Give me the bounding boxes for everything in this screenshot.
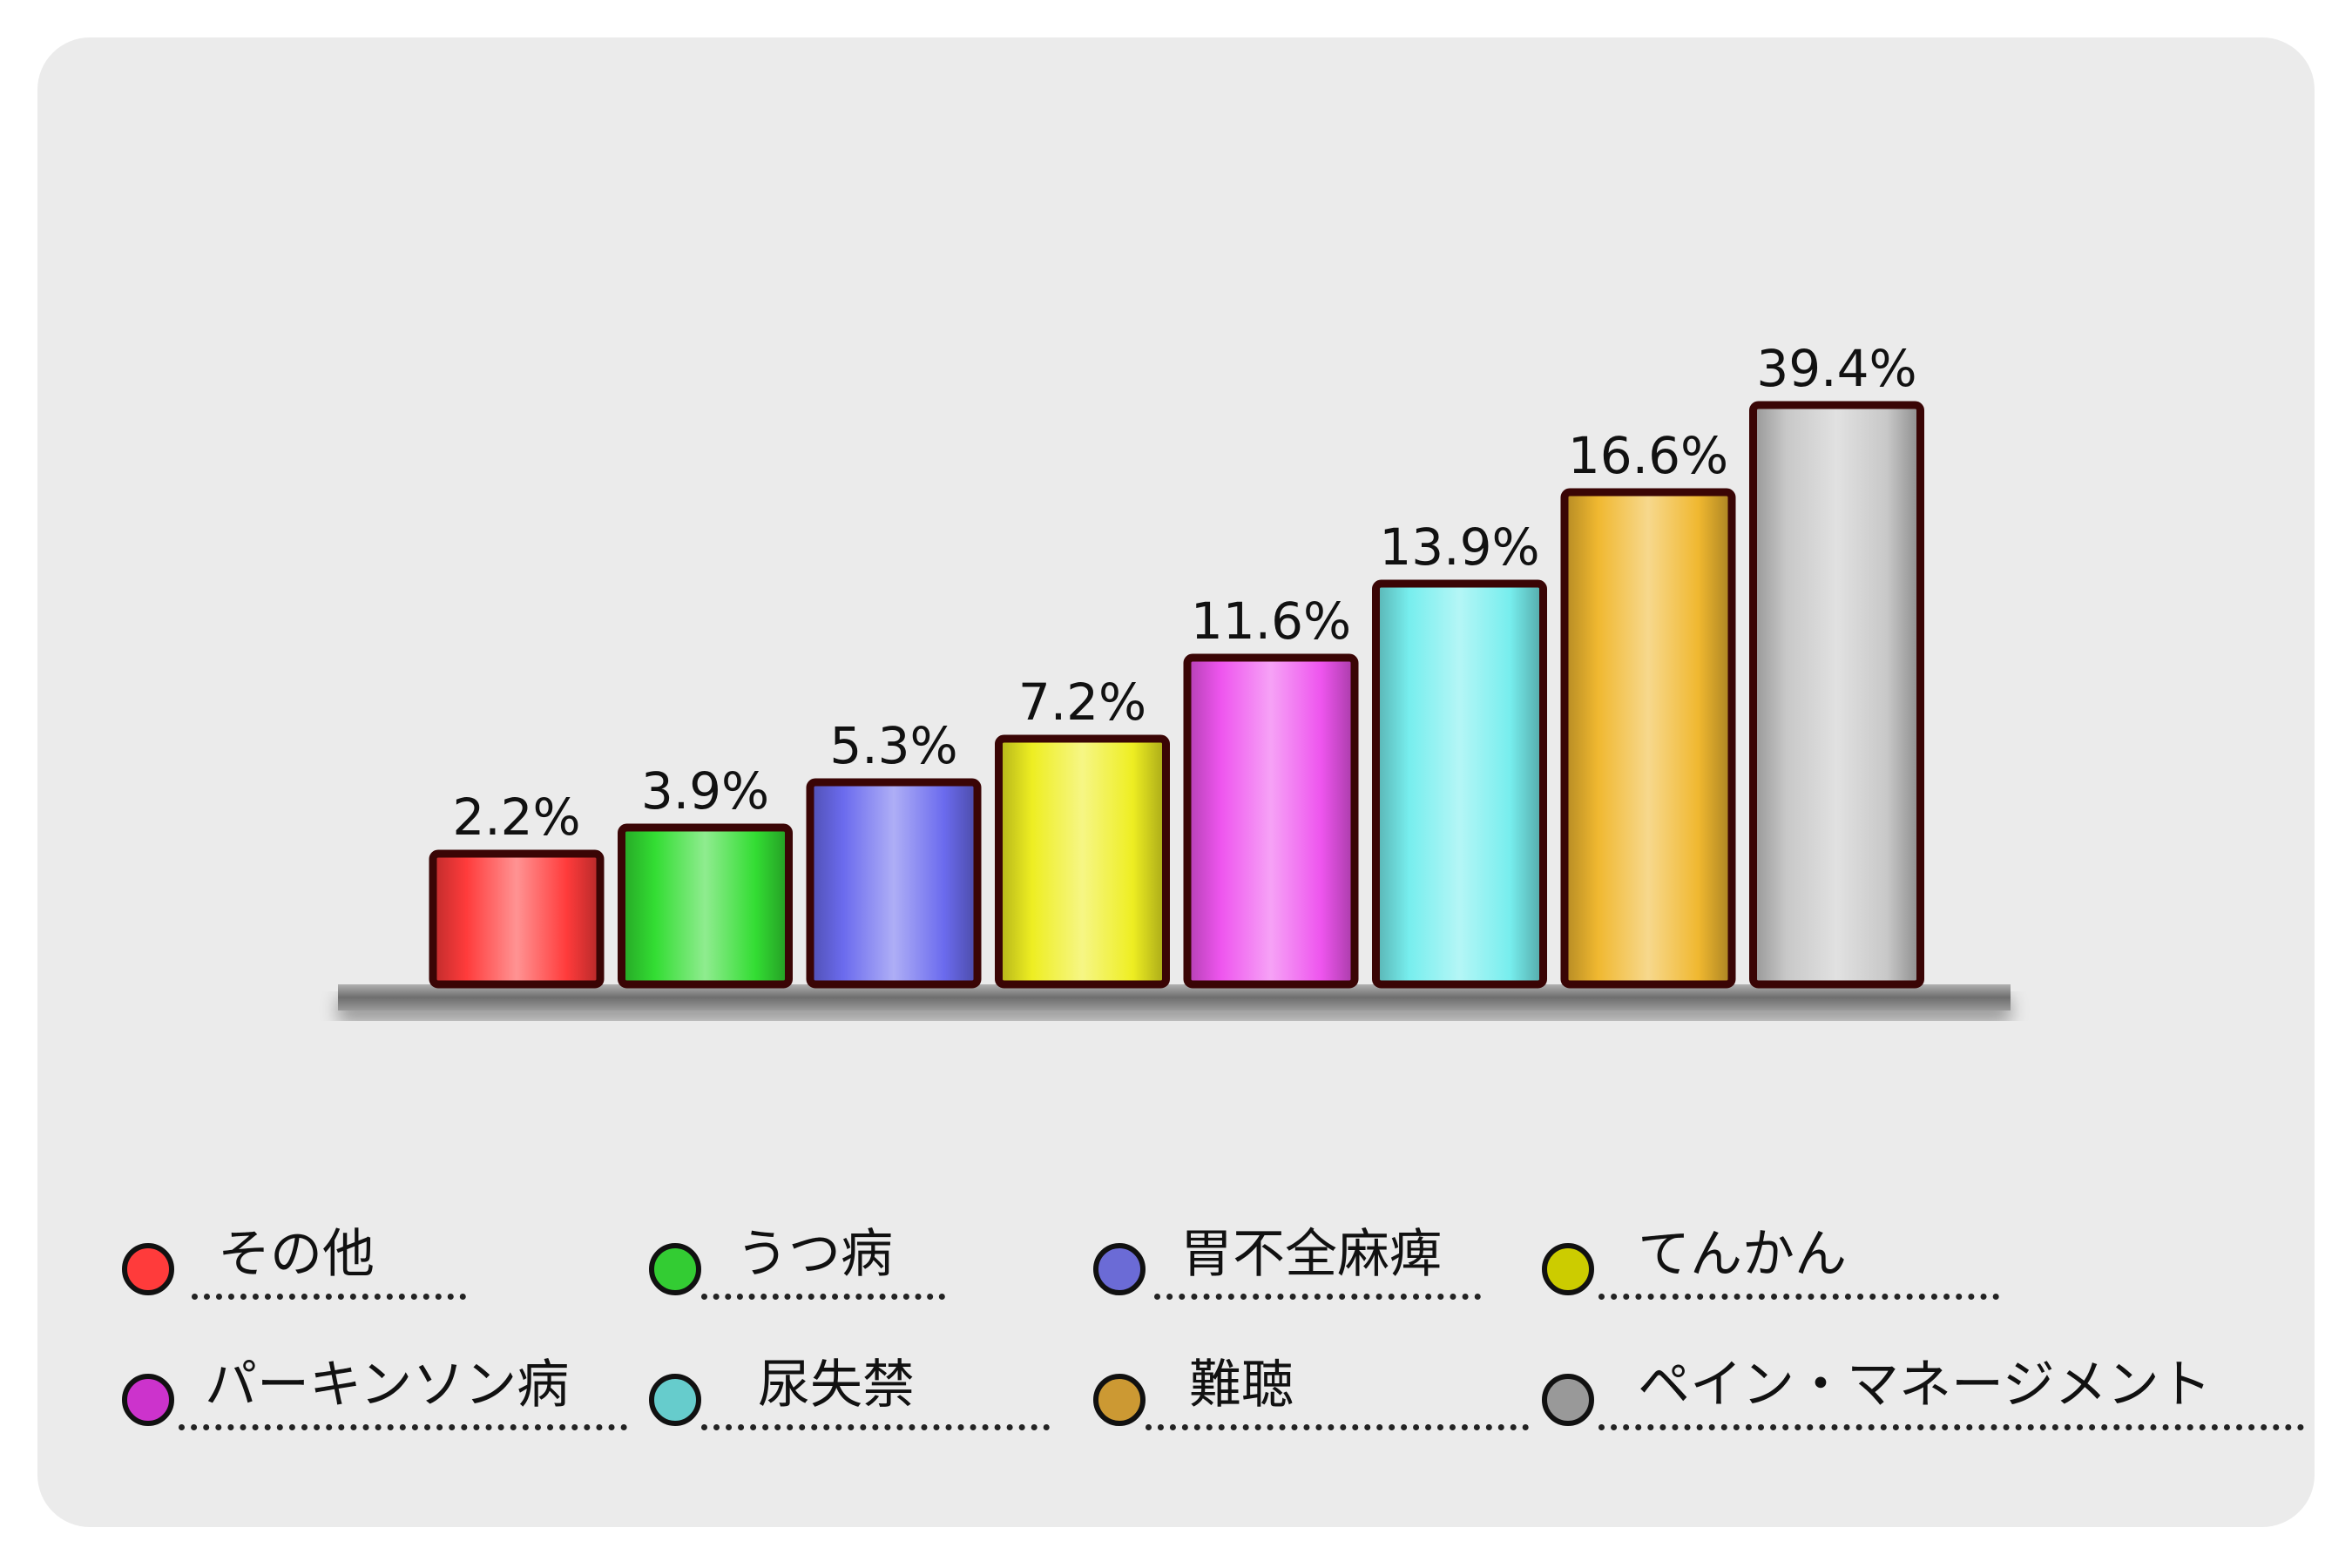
legend-label-6: 尿失禁 xyxy=(758,1355,915,1416)
legend-label-2: うつ病 xyxy=(736,1224,893,1285)
legend-dotted-underline-2 xyxy=(701,1294,945,1300)
bar-6 xyxy=(1372,579,1547,989)
bar-value-label-6: 13.9% xyxy=(1379,517,1539,577)
legend-marker-4 xyxy=(1542,1243,1594,1295)
bar-7 xyxy=(1560,488,1736,989)
bars xyxy=(429,401,1924,989)
legend-marker-6 xyxy=(649,1374,701,1426)
bar-8 xyxy=(1749,401,1924,989)
legend-marker-1 xyxy=(122,1243,174,1295)
legend-dotted-underline-6 xyxy=(701,1424,1050,1430)
bar-3 xyxy=(806,778,982,989)
legend-marker-7 xyxy=(1093,1374,1146,1426)
legend-dotted-underline-7 xyxy=(1146,1424,1529,1430)
legend-label-7: 難聴 xyxy=(1189,1355,1294,1416)
bar-1 xyxy=(429,849,605,989)
legend-marker-5 xyxy=(122,1374,174,1426)
legend-marker-2 xyxy=(649,1243,701,1295)
chart-baseline xyxy=(338,984,2011,1010)
legend-marker-8 xyxy=(1542,1374,1594,1426)
bar-value-label-5: 11.6% xyxy=(1191,591,1351,651)
chart-panel xyxy=(37,37,2315,1527)
legend-dotted-underline-5 xyxy=(179,1424,627,1430)
legend-label-1: その他 xyxy=(218,1224,375,1285)
bar-2 xyxy=(618,823,793,989)
legend-dotted-underline-8 xyxy=(1598,1424,2304,1430)
legend-label-4: てんかん xyxy=(1638,1224,1847,1285)
value-labels: 2.2% 3.9% 5.3% 7.2% 11.6% 13.9% 16.6% 39.4% xyxy=(452,339,1916,847)
legend-dotted-underline-4 xyxy=(1598,1294,1999,1300)
bar-4 xyxy=(995,734,1170,989)
legend-dotted-underline-1 xyxy=(192,1294,466,1300)
legend-label-8: ペイン・マネージメント xyxy=(1638,1355,2212,1416)
bar-value-label-8: 39.4% xyxy=(1756,339,1916,398)
legend-dotted-underline-3 xyxy=(1154,1294,1481,1300)
bar-value-label-7: 16.6% xyxy=(1568,426,1728,485)
legend-label-3: 胃不全麻痺 xyxy=(1180,1224,1442,1285)
legend-marker-3 xyxy=(1093,1243,1146,1295)
bar-value-label-1: 2.2% xyxy=(452,787,580,847)
bar-value-label-3: 5.3% xyxy=(829,716,957,775)
bar-value-label-4: 7.2% xyxy=(1018,672,1146,732)
legend-label-5: パーキンソン病 xyxy=(205,1355,570,1416)
bar-value-label-2: 3.9% xyxy=(641,761,769,821)
bar-5 xyxy=(1183,653,1359,989)
